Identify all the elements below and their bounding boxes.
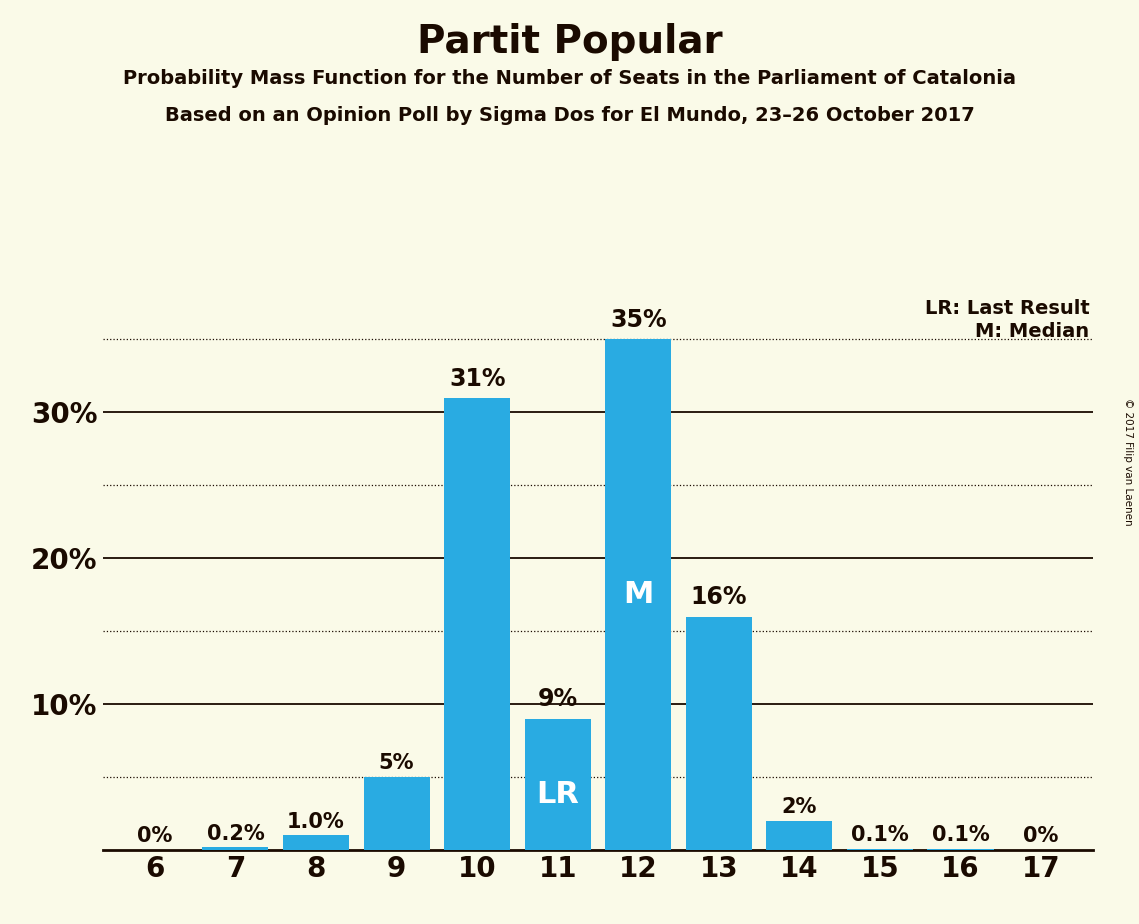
Text: 0%: 0% — [137, 826, 173, 846]
Bar — [605, 339, 671, 850]
Text: 16%: 16% — [690, 585, 747, 609]
Text: Based on an Opinion Poll by Sigma Dos for El Mundo, 23–26 October 2017: Based on an Opinion Poll by Sigma Dos fo… — [165, 106, 974, 126]
Text: 0%: 0% — [1023, 826, 1059, 846]
Text: LR: Last Result: LR: Last Result — [925, 298, 1089, 318]
Text: LR: LR — [536, 781, 579, 809]
Text: 1.0%: 1.0% — [287, 812, 345, 832]
Text: M: M — [623, 580, 654, 609]
Text: 9%: 9% — [538, 687, 577, 711]
Text: 35%: 35% — [611, 308, 666, 332]
Text: M: Median: M: Median — [975, 322, 1089, 341]
Bar — [927, 848, 993, 850]
Text: 0.1%: 0.1% — [932, 825, 990, 845]
Bar — [525, 719, 591, 850]
Bar — [363, 777, 429, 850]
Bar — [686, 616, 752, 850]
Text: Partit Popular: Partit Popular — [417, 23, 722, 61]
Text: © 2017 Filip van Laenen: © 2017 Filip van Laenen — [1123, 398, 1133, 526]
Text: 0.1%: 0.1% — [851, 825, 909, 845]
Bar — [203, 847, 269, 850]
Text: 2%: 2% — [781, 797, 817, 817]
Text: 5%: 5% — [379, 753, 415, 773]
Text: 0.2%: 0.2% — [206, 823, 264, 844]
Text: Probability Mass Function for the Number of Seats in the Parliament of Catalonia: Probability Mass Function for the Number… — [123, 69, 1016, 89]
Bar — [282, 835, 349, 850]
Text: 31%: 31% — [449, 367, 506, 391]
Bar — [847, 848, 913, 850]
Bar — [767, 821, 833, 850]
Bar — [444, 398, 510, 850]
